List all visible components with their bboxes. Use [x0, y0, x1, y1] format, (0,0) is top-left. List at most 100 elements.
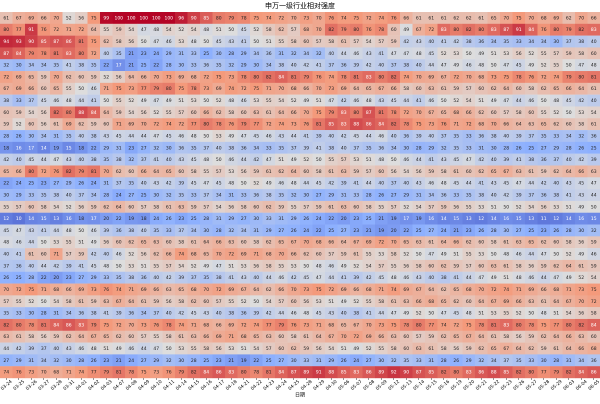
cell-label: 15: [41, 216, 47, 222]
cell-label: 38: [353, 311, 359, 317]
cell-label: 30: [253, 63, 259, 69]
x-tick-label: 04-09: [137, 379, 151, 392]
cell-label: 42: [166, 275, 172, 281]
cell-label: 31: [316, 358, 322, 364]
cell-label: 29: [466, 358, 472, 364]
cell-label: 74: [166, 122, 172, 128]
cell-label: 29: [266, 228, 272, 234]
cell-label: 67: [466, 334, 472, 340]
cell-label: 62: [303, 252, 309, 258]
cell-label: 69: [428, 74, 434, 80]
cell-label: 29: [403, 193, 409, 199]
cell-label: 48: [478, 63, 484, 69]
cell-label: 54: [53, 204, 59, 210]
cell-label: 74: [253, 322, 259, 328]
cell-label: 75: [91, 15, 97, 21]
cell-label: 40: [341, 145, 347, 151]
cell-label: 38: [3, 98, 9, 104]
cell-label: 42: [366, 275, 372, 281]
cell-label: 48: [553, 98, 559, 104]
cell-label: 41: [366, 311, 372, 317]
cell-label: 66: [291, 110, 297, 116]
cell-label: 45: [578, 181, 584, 187]
cell-label: 58: [178, 299, 184, 305]
cell-label: 63: [3, 334, 9, 340]
cell-label: 41: [316, 63, 322, 69]
cell-label: 38: [528, 157, 534, 163]
cell-label: 99: [103, 15, 109, 21]
x-tick-label: 05-06: [337, 379, 351, 392]
cell-label: 28: [41, 311, 47, 317]
cell-label: 37: [141, 157, 147, 163]
cell-label: 83: [341, 110, 347, 116]
cell-label: 35: [216, 63, 222, 69]
cell-label: 71: [128, 287, 134, 293]
cell-label: 63: [516, 240, 522, 246]
cell-label: 61: [578, 263, 584, 269]
cell-label: 64: [103, 110, 109, 116]
cell-label: 60: [403, 346, 409, 352]
cell-label: 49: [441, 252, 447, 258]
cell-label: 62: [103, 204, 109, 210]
cell-label: 58: [403, 86, 409, 92]
cell-label: 55: [466, 252, 472, 258]
cell-label: 62: [66, 334, 72, 340]
cell-label: 55: [328, 157, 334, 163]
cell-label: 30: [178, 358, 184, 364]
cell-label: 69: [66, 122, 72, 128]
cell-label: 27: [391, 193, 397, 199]
x-tick-label: 04-29: [312, 379, 326, 392]
cell-label: 57: [66, 252, 72, 258]
cell-label: 59: [441, 204, 447, 210]
cell-label: 42: [578, 157, 584, 163]
cell-label: 45: [191, 157, 197, 163]
x-tick-label: 03-31: [62, 379, 76, 392]
cell-label: 58: [241, 204, 247, 210]
cell-label: 56: [241, 169, 247, 175]
cell-label: 60: [28, 204, 34, 210]
cell-label: 48: [228, 181, 234, 187]
cell-label: 57: [416, 334, 422, 340]
cell-label: 31: [478, 145, 484, 151]
cell-label: 57: [391, 204, 397, 210]
cell-label: 50: [228, 27, 234, 33]
cell-label: 37: [291, 145, 297, 151]
cell-label: 73: [228, 74, 234, 80]
x-tick-label: 05-28: [537, 379, 551, 392]
cell-label: 53: [553, 204, 559, 210]
cell-label: 57: [166, 263, 172, 269]
cell-label: 72: [241, 322, 247, 328]
cell-label: 37: [441, 133, 447, 139]
cell-label: 58: [491, 240, 497, 246]
cell-label: 66: [391, 86, 397, 92]
cell-label: 21: [453, 228, 459, 234]
cell-label: 58: [191, 169, 197, 175]
cell-label: 16: [16, 145, 22, 151]
cell-label: 59: [316, 204, 322, 210]
cell-label: 58: [578, 122, 584, 128]
cell-label: 80: [166, 86, 172, 92]
cell-label: 87: [3, 51, 9, 57]
cell-label: 65: [491, 346, 497, 352]
cell-label: 69: [78, 287, 84, 293]
cell-label: 48: [66, 98, 72, 104]
cell-label: 77: [141, 86, 147, 92]
cell-label: 86: [366, 122, 372, 128]
cell-label: 47: [203, 181, 209, 187]
cell-label: 34: [491, 358, 497, 364]
cell-label: 66: [278, 287, 284, 293]
x-tick-label: 03-24: [0, 379, 14, 392]
cell-label: 59: [41, 74, 47, 80]
cell-label: 49: [303, 98, 309, 104]
cell-label: 63: [191, 334, 197, 340]
cell-label: 61: [528, 169, 534, 175]
cell-label: 59: [453, 86, 459, 92]
cell-label: 28: [216, 228, 222, 234]
cell-label: 55: [153, 263, 159, 269]
cell-label: 63: [153, 240, 159, 246]
cell-label: 47: [553, 275, 559, 281]
cell-label: 85: [428, 370, 434, 376]
cell-label: 28: [566, 145, 572, 151]
x-tick-label: 05-13: [400, 379, 414, 392]
